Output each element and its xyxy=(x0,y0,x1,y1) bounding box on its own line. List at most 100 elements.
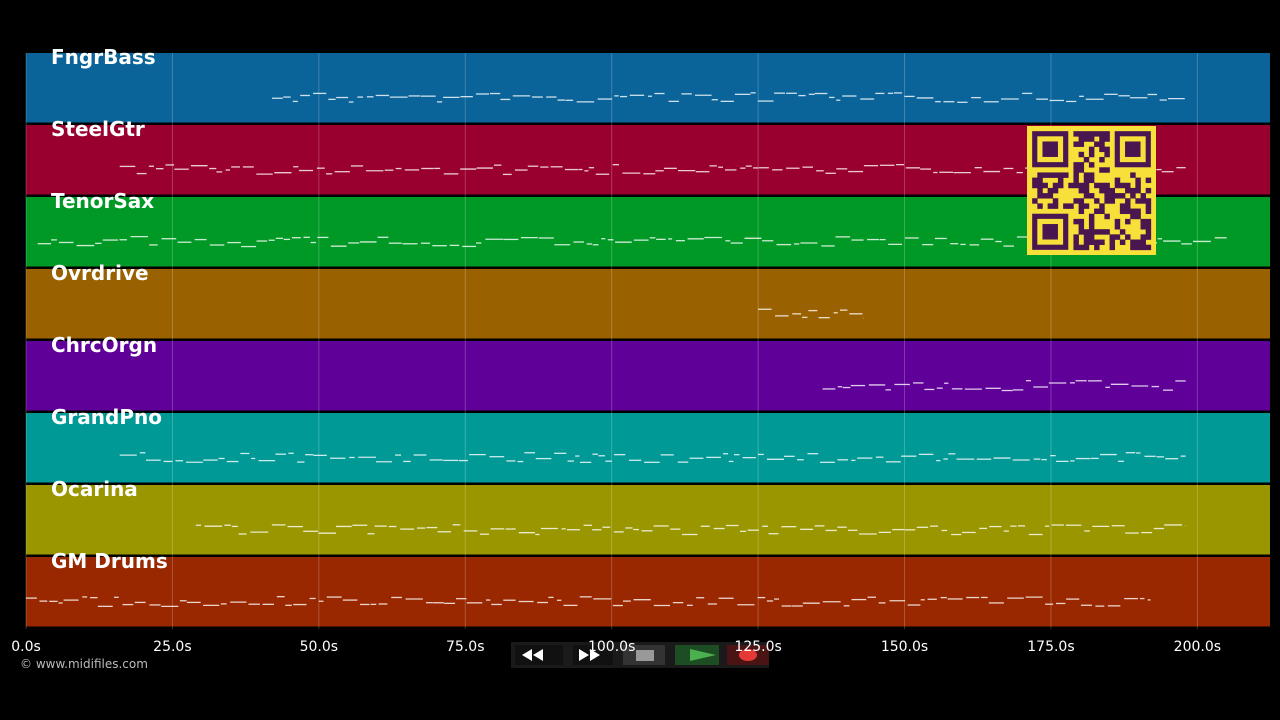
qr-module xyxy=(1078,131,1085,137)
qr-module xyxy=(1135,244,1141,251)
qr-module xyxy=(1145,208,1152,215)
qr-module xyxy=(1083,244,1090,251)
track-lane xyxy=(26,485,1270,555)
qr-module xyxy=(1073,141,1079,147)
qr-module xyxy=(1078,162,1085,168)
qr-module xyxy=(1145,203,1152,209)
controls xyxy=(511,642,769,668)
qr-module xyxy=(1119,229,1126,235)
qr-module xyxy=(1073,239,1079,245)
rewind-button[interactable] xyxy=(515,645,563,665)
qr-module xyxy=(1104,229,1110,235)
qr-module xyxy=(1083,136,1090,142)
qr-module xyxy=(1125,198,1131,204)
qr-module xyxy=(1088,136,1095,142)
qr-module xyxy=(1073,167,1079,173)
track-name: FngrBass xyxy=(51,45,156,69)
qr-module xyxy=(1083,203,1090,209)
qr-module xyxy=(1063,203,1069,209)
qr-module xyxy=(1073,162,1079,168)
qr-module xyxy=(1104,193,1110,199)
qr-module xyxy=(1109,193,1116,199)
qr-module xyxy=(1114,234,1121,240)
qr-module xyxy=(1135,239,1141,245)
qr-module xyxy=(1130,187,1136,194)
qr-module xyxy=(1104,146,1110,153)
qr-module xyxy=(1099,203,1105,209)
qr-module xyxy=(1099,187,1105,194)
track-lane xyxy=(26,53,1270,123)
qr-module xyxy=(1083,193,1090,199)
qr-module xyxy=(1114,177,1121,184)
qr-module xyxy=(1032,177,1038,184)
qr-module xyxy=(1088,239,1095,245)
track-name: TenorSax xyxy=(51,189,154,213)
qr-finder xyxy=(1125,141,1141,157)
qr-module xyxy=(1073,182,1079,189)
stop-button[interactable] xyxy=(623,645,665,665)
qr-module xyxy=(1037,172,1043,178)
qr-module xyxy=(1135,187,1141,194)
qr-module xyxy=(1094,244,1100,251)
qr-module xyxy=(1125,187,1131,194)
track-name: Ovrdrive xyxy=(51,261,149,285)
qr-module xyxy=(1094,229,1100,235)
qr-module xyxy=(1104,182,1110,189)
qr-module xyxy=(1057,177,1064,184)
copyright: © www.midifiles.com xyxy=(20,657,148,671)
qr-module xyxy=(1073,234,1079,240)
qr-module xyxy=(1130,213,1136,220)
qr-module xyxy=(1078,141,1085,147)
qr-module xyxy=(1099,239,1105,245)
qr-module xyxy=(1073,131,1079,137)
record-button[interactable] xyxy=(727,645,769,665)
qr-module xyxy=(1078,208,1085,215)
qr-module xyxy=(1140,244,1146,251)
qr-module xyxy=(1140,234,1146,240)
qr-module xyxy=(1057,182,1064,189)
qr-module xyxy=(1088,162,1095,168)
qr-module xyxy=(1094,239,1100,245)
qr-finder xyxy=(1042,224,1058,240)
qr-module xyxy=(1094,182,1100,189)
qr-code xyxy=(1027,126,1156,255)
qr-module xyxy=(1099,131,1105,137)
qr-module xyxy=(1052,198,1059,204)
qr-module xyxy=(1145,187,1152,194)
qr-module xyxy=(1083,182,1090,189)
qr-module xyxy=(1073,177,1079,184)
qr-module xyxy=(1083,234,1090,240)
tracks: FngrBass SteelGtr TenorSax Ovrdrive ChrcOrgn… xyxy=(25,45,1270,629)
track-lane xyxy=(26,557,1270,627)
qr-module xyxy=(1104,198,1110,204)
forward-button[interactable] xyxy=(573,645,613,665)
qr-module xyxy=(1068,203,1074,209)
play-button[interactable] xyxy=(675,645,719,665)
qr-module xyxy=(1145,177,1152,184)
qr-module xyxy=(1130,208,1136,215)
qr-module xyxy=(1078,151,1085,158)
qr-module xyxy=(1052,182,1059,189)
qr-module xyxy=(1094,131,1100,137)
qr-module xyxy=(1088,234,1095,240)
qr-module xyxy=(1109,244,1116,251)
qr-module xyxy=(1130,172,1136,178)
qr-module xyxy=(1083,229,1090,235)
qr-module xyxy=(1145,224,1152,230)
qr-module xyxy=(1140,224,1146,230)
qr-module xyxy=(1088,213,1095,220)
track-name: ChrcOrgn xyxy=(51,333,157,357)
qr-module xyxy=(1104,213,1110,220)
qr-module xyxy=(1088,146,1095,153)
qr-module xyxy=(1078,136,1085,142)
qr-module xyxy=(1073,172,1079,178)
qr-module xyxy=(1052,203,1059,209)
qr-module xyxy=(1047,203,1054,209)
qr-module xyxy=(1135,208,1141,215)
qr-module xyxy=(1114,218,1121,225)
qr-module xyxy=(1145,198,1152,204)
qr-module xyxy=(1119,203,1126,209)
track-lane xyxy=(26,341,1270,411)
qr-module xyxy=(1042,182,1048,189)
